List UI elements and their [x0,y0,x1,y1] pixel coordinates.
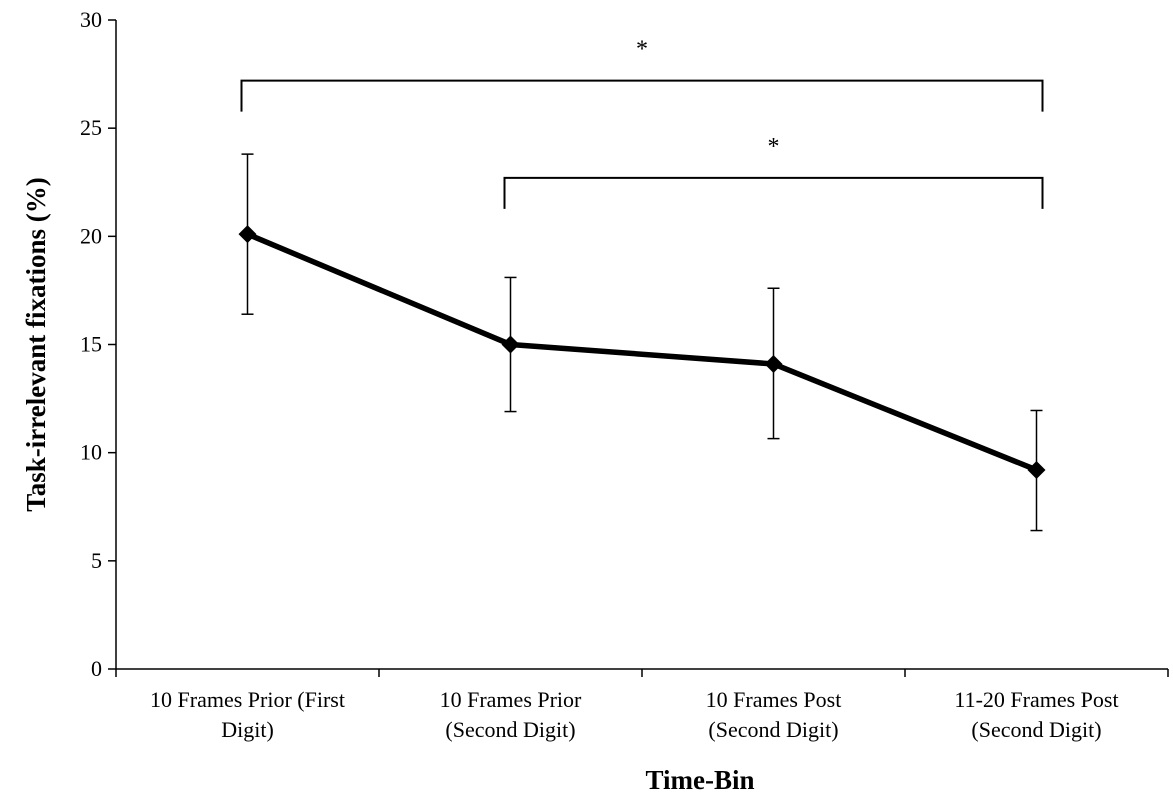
data-markers [238,225,1046,479]
x-tick-label: 10 Frames Prior (First Digit) [150,687,345,742]
x-tick-label-line: 10 Frames Prior (First [150,687,345,712]
data-point [1027,460,1046,479]
y-tick-label: 10 [80,440,102,465]
significance-label: * [636,37,648,63]
significance-bracket [240,79,1044,112]
x-tick-label-line: 10 Frames Prior [440,687,582,712]
x-tick-label: 11-20 Frames Post (Second Digit) [954,687,1118,742]
x-tick-label-line: 11-20 Frames Post [954,687,1118,712]
significance-bracket [503,176,1044,209]
y-tick-label: 5 [91,548,102,573]
y-tick-label: 15 [80,332,102,357]
y-tick-label: 0 [91,656,102,681]
x-tick-label: 10 Frames Post (Second Digit) [706,687,842,742]
x-tick-label-line: (Second Digit) [708,717,838,742]
y-ticks: 0 5 10 15 20 25 30 [80,7,116,681]
x-axis-title: Time-Bin [645,765,754,795]
significance-brackets: ** [240,37,1044,209]
series-lines [246,231,1038,473]
x-ticks: 10 Frames Prior (First Digit)10 Frames Pr… [115,669,1169,742]
x-tick-label-line: Digit) [221,717,274,742]
y-axis-title: Task-irrelevant fixations (%) [21,177,51,512]
significance-label: * [768,134,780,160]
data-point [238,225,257,244]
x-tick-label-line: (Second Digit) [445,717,575,742]
data-point [764,354,783,373]
data-point [501,335,520,354]
x-tick-label-line: 10 Frames Post [706,687,842,712]
y-tick-label: 20 [80,223,102,248]
series-line [246,231,1038,473]
x-tick-label: 10 Frames Prior (Second Digit) [440,687,582,742]
x-tick-label-line: (Second Digit) [971,717,1101,742]
y-tick-label: 25 [80,115,102,140]
axes [115,20,1168,670]
y-tick-label: 30 [80,7,102,32]
error-bars [241,153,1043,532]
